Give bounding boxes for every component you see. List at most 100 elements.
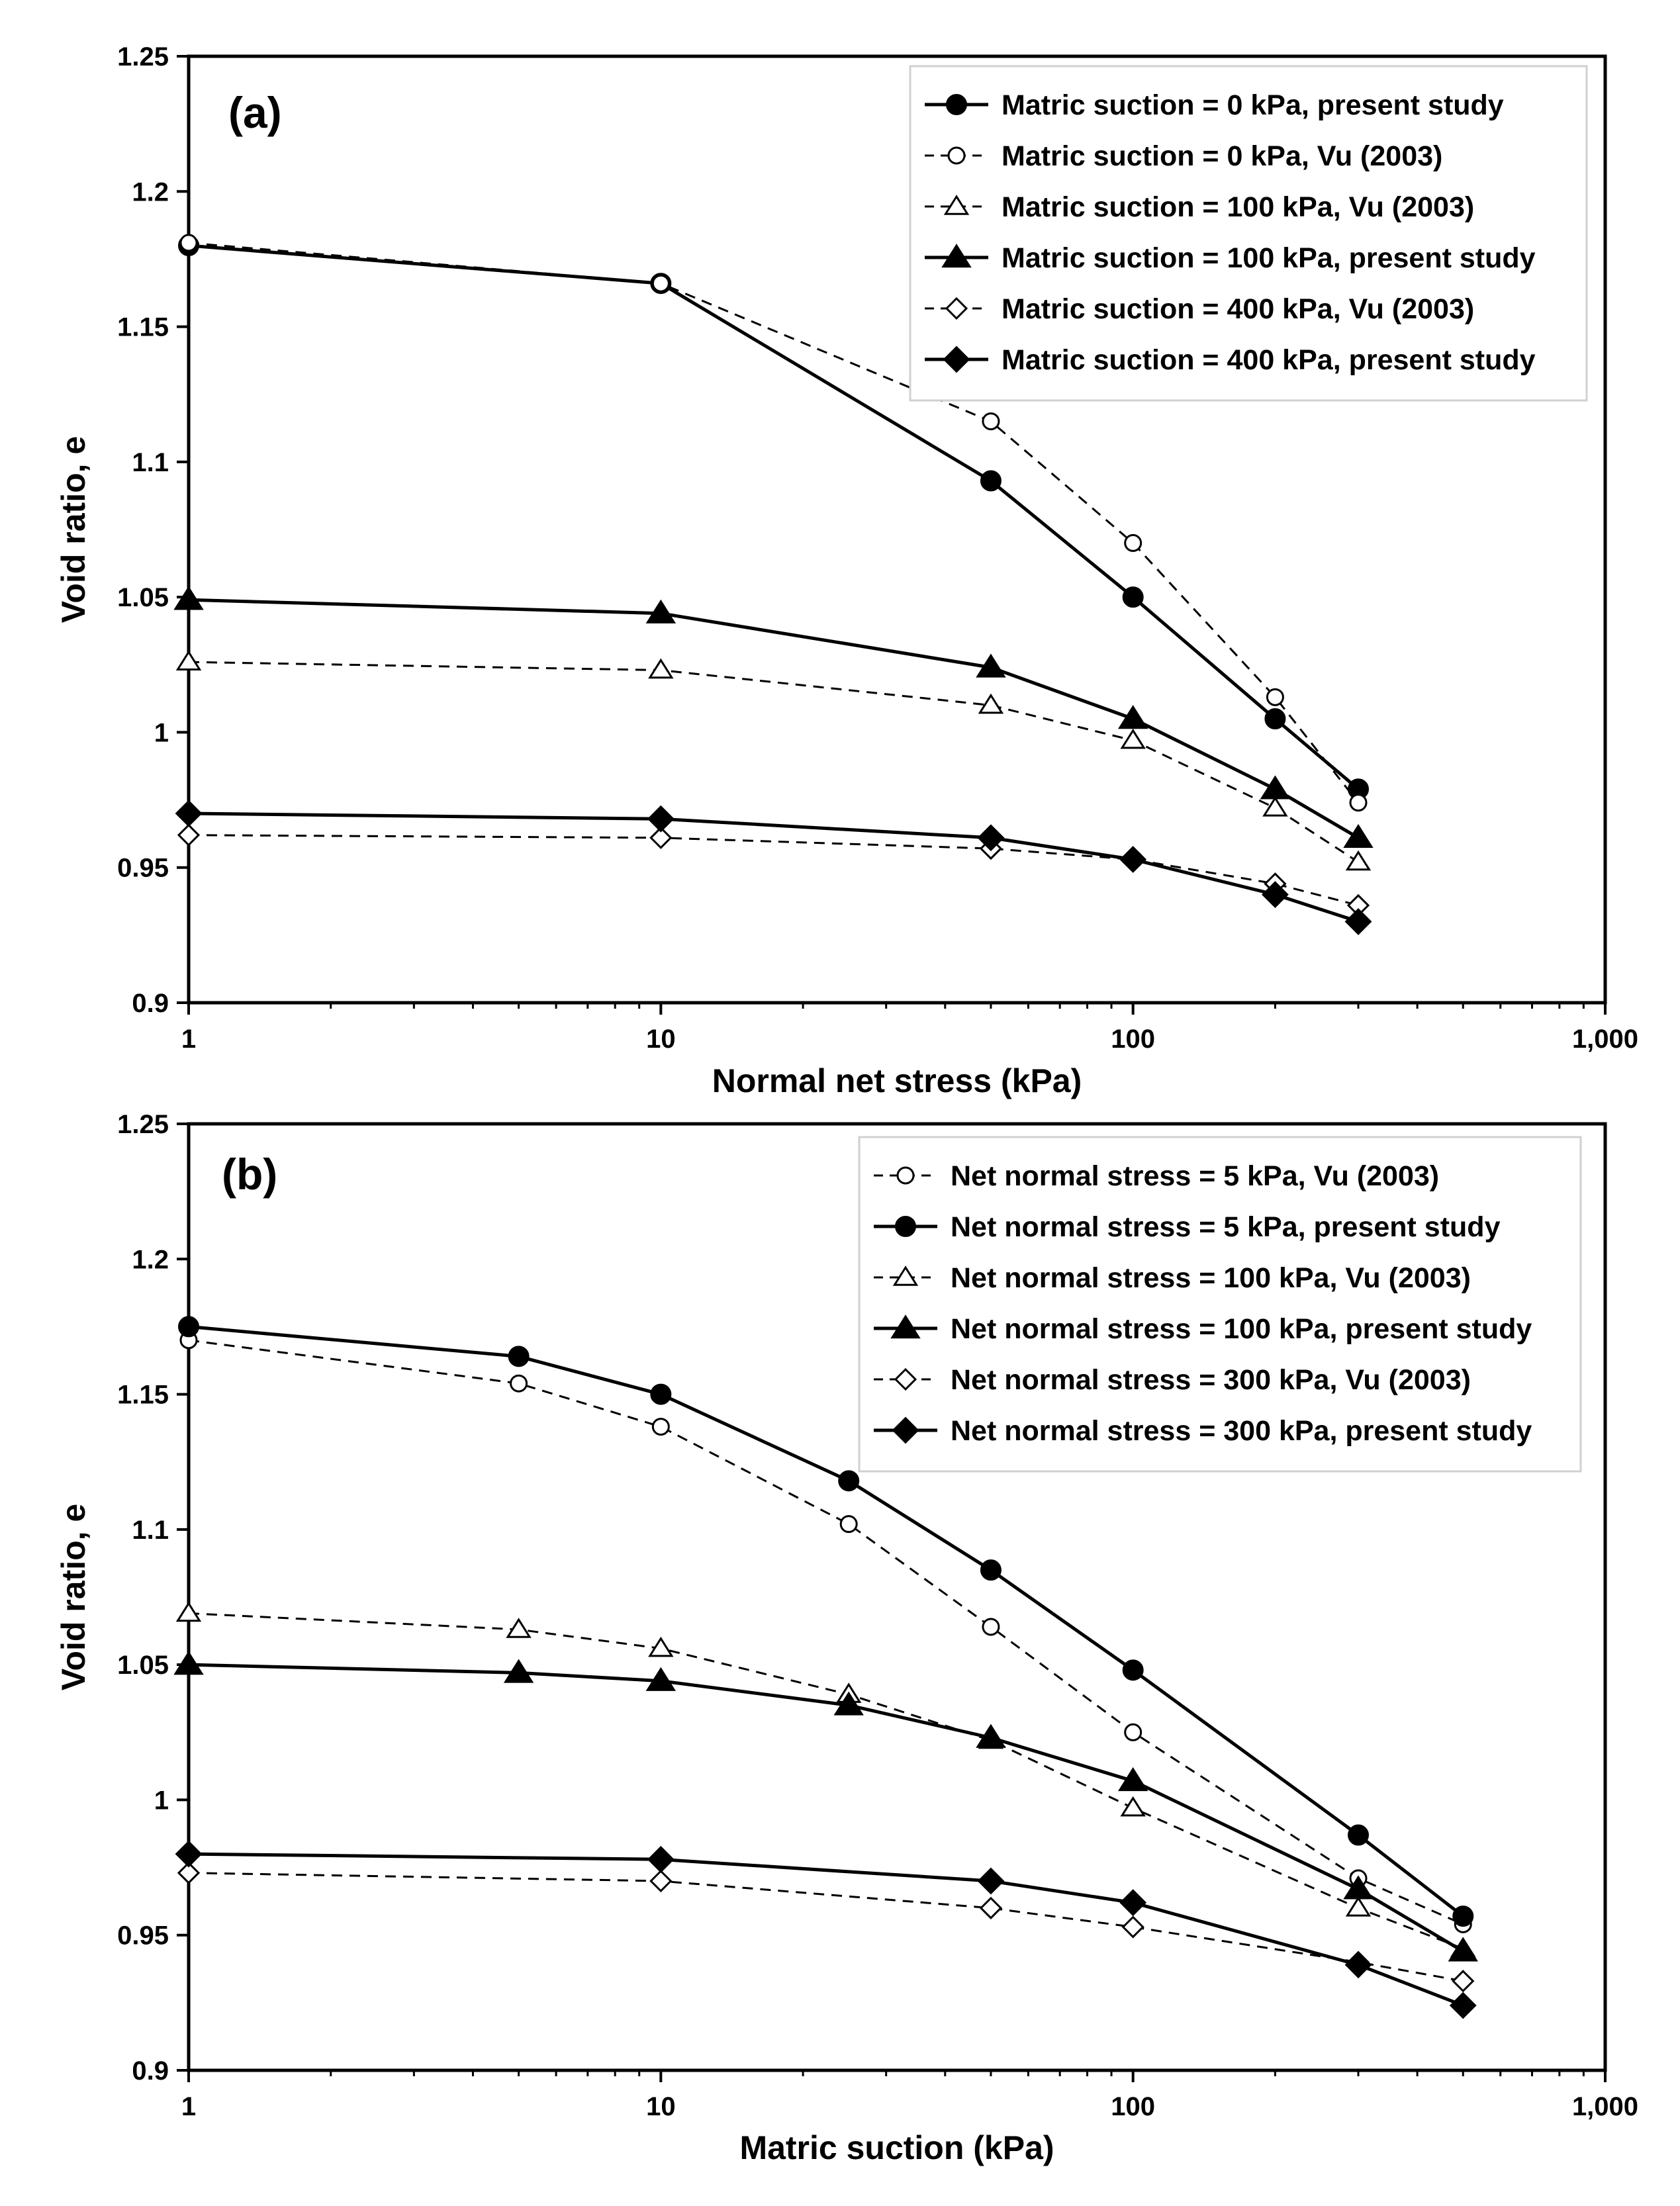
data-point <box>1119 1889 1147 1917</box>
x-tick-label: 10 <box>646 2092 676 2121</box>
y-axis-label: Void ratio, e <box>55 436 92 623</box>
data-point <box>173 1651 204 1675</box>
data-point <box>1264 708 1286 729</box>
x-tick-label: 1 <box>181 2092 196 2121</box>
legend-label: Matric suction = 0 kPa, present study <box>1002 89 1504 121</box>
series-line <box>188 811 1359 923</box>
data-point <box>648 1636 674 1657</box>
x-axis-label: Normal net stress (kPa) <box>712 1062 1082 1099</box>
legend: Net normal stress = 5 kPa, Vu (2003) Net … <box>858 1136 1582 1473</box>
series-line <box>188 1324 1464 1918</box>
data-point <box>1345 1896 1372 1917</box>
y-tick-label: 0.9 <box>132 2056 169 2086</box>
legend-marker <box>895 1216 916 1237</box>
y-tick-label: 1 <box>154 718 169 747</box>
y-tick-label: 1.2 <box>132 1245 169 1274</box>
legend-marker <box>894 1367 917 1391</box>
legend-marker <box>890 1314 921 1339</box>
x-axis-label: Matric suction (kPa) <box>739 2129 1054 2166</box>
legend-entries: Matric suction = 0 kPa, present study Mat… <box>925 89 1536 376</box>
data-point <box>1119 846 1147 873</box>
data-point <box>651 274 670 293</box>
legend-label: Net normal stress = 5 kPa, present study <box>951 1211 1501 1243</box>
data-point <box>1124 533 1143 552</box>
data-point <box>506 1618 532 1638</box>
y-tick-label: 1.25 <box>117 42 169 71</box>
data-point <box>648 658 674 679</box>
data-point <box>979 1896 1003 1919</box>
series-layer <box>173 234 1374 935</box>
panel-label: (a) <box>228 88 282 137</box>
data-point <box>503 1659 534 1683</box>
legend-entries: Net normal stress = 5 kPa, Vu (2003) Net … <box>874 1160 1532 1447</box>
y-tick-label: 0.95 <box>117 1921 169 1951</box>
legend-label: Net normal stress = 300 kPa, present stu… <box>951 1415 1532 1447</box>
data-point <box>647 805 675 833</box>
data-point <box>179 234 198 252</box>
data-point <box>1260 775 1291 800</box>
legend: Matric suction = 0 kPa, present study Mat… <box>909 65 1588 402</box>
y-tick-label: 0.9 <box>132 989 169 1018</box>
data-point <box>645 1667 677 1691</box>
data-point <box>833 1691 864 1716</box>
data-point <box>1261 881 1289 908</box>
data-point <box>1344 908 1372 935</box>
legend-marker <box>943 345 970 373</box>
data-point <box>649 826 673 849</box>
data-point <box>1449 1992 1477 2019</box>
legend-label: Net normal stress = 100 kPa, Vu (2003) <box>951 1262 1471 1294</box>
series-line <box>188 242 1360 804</box>
y-tick-label: 1.15 <box>117 1381 169 1410</box>
series-line <box>188 1663 1464 1953</box>
axis-ticks: 0.9 0.95 1 1.05 1.1 1.15 1.2 1.25 1 10 100 1,000 <box>117 1110 1638 2121</box>
data-point <box>978 693 1004 714</box>
data-point <box>1121 1915 1144 1939</box>
y-axis-label: Void ratio, e <box>55 1504 92 1690</box>
data-point <box>1452 1970 1475 1993</box>
legend-marker <box>896 1166 915 1185</box>
y-tick-label: 1.2 <box>132 177 169 207</box>
data-point <box>1343 1875 1374 1900</box>
data-point <box>1343 823 1374 849</box>
data-point <box>175 650 202 670</box>
legend-marker <box>892 1416 919 1444</box>
legend-box <box>909 65 1588 402</box>
legend-marker <box>892 1265 919 1286</box>
legend-marker <box>947 146 966 165</box>
legend-label: Net normal stress = 100 kPa, present stu… <box>951 1313 1532 1345</box>
data-point <box>1124 1723 1143 1741</box>
y-tick-label: 1.05 <box>117 1651 169 1680</box>
data-point <box>1117 1767 1148 1792</box>
data-point <box>839 1515 858 1534</box>
legend-label: Net normal stress = 300 kPa, Vu (2003) <box>951 1364 1471 1396</box>
series-line <box>188 1852 1464 2007</box>
series-line <box>188 661 1359 863</box>
x-tick-label: 10 <box>646 1025 676 1054</box>
y-tick-label: 1.05 <box>117 583 169 612</box>
data-point <box>1120 728 1146 749</box>
y-tick-label: 1.15 <box>117 313 169 342</box>
data-point <box>980 1559 1002 1581</box>
plot-area-frame <box>187 1122 1607 2072</box>
y-tick-label: 1.1 <box>132 448 169 477</box>
data-point <box>1122 1659 1144 1681</box>
legend-label: Matric suction = 400 kPa, Vu (2003) <box>1002 293 1474 325</box>
chart-panel-a: 0.9 0.95 1 1.05 1.1 1.15 1.2 1.25 1 10 100 1,000 (a… <box>55 42 1638 1099</box>
axis-ticks: 0.9 0.95 1 1.05 1.1 1.15 1.2 1.25 1 10 100 1,000 <box>117 42 1638 1054</box>
legend-marker <box>945 297 968 320</box>
data-point <box>650 1383 672 1405</box>
data-point <box>977 1867 1005 1895</box>
y-tick-label: 1.25 <box>117 1110 169 1139</box>
legend-label: Matric suction = 400 kPa, present study <box>1002 344 1536 376</box>
data-point <box>178 1316 199 1338</box>
series-line <box>188 1339 1464 1925</box>
data-point <box>976 653 1006 678</box>
x-tick-label: 100 <box>1111 1025 1155 1054</box>
data-point <box>982 412 1000 431</box>
data-point <box>1345 850 1372 871</box>
data-point <box>649 1869 673 1893</box>
legend-label: Matric suction = 100 kPa, present study <box>1002 242 1536 274</box>
data-point <box>651 1418 670 1436</box>
data-point <box>177 1861 201 1884</box>
